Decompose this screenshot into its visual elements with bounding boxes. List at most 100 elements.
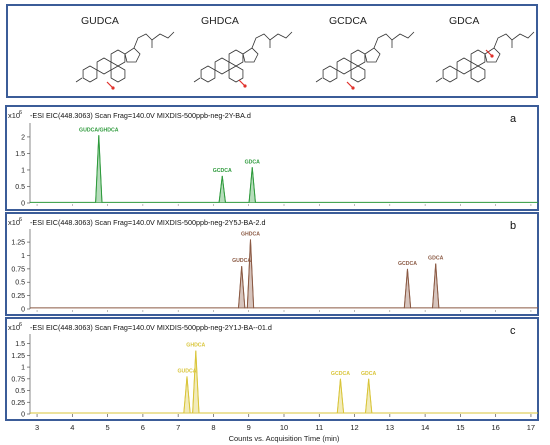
x-tick-label: 14 — [421, 423, 429, 432]
side-chain — [133, 31, 175, 49]
y-tick-label: 0.5 — [15, 184, 25, 191]
panel-frame — [5, 212, 539, 316]
y-tick-label: 1.5 — [15, 151, 25, 158]
ring-5 — [242, 47, 259, 63]
y-tick-label: 1.25 — [11, 240, 25, 247]
side-chain — [373, 31, 415, 49]
peak-label: GUDCA/GHDCA — [79, 127, 119, 133]
ring-4 — [470, 49, 486, 67]
peak-ghdca — [246, 239, 255, 309]
ring-2 — [214, 57, 230, 75]
y-tick-label: 1 — [21, 253, 25, 260]
ring-1 — [322, 65, 338, 83]
panel-letter: a — [510, 113, 517, 125]
structure-name-gcdca: GCDCA — [329, 15, 367, 27]
x-tick-label: 5 — [106, 423, 110, 432]
panel-letter: b — [510, 220, 516, 232]
highlight-hydroxyl — [106, 81, 113, 88]
panel-frame — [5, 105, 539, 211]
peak-label: GUDCA — [232, 258, 251, 264]
structures-panel: GUDCA GHDCA GCDCA GDCA — [6, 4, 538, 98]
peak-gcdca — [336, 378, 345, 414]
ring-4 — [110, 49, 126, 67]
hydroxyl-bond — [75, 77, 83, 83]
x-tick-label: 6 — [141, 423, 145, 432]
y-exponent: 6 — [19, 217, 22, 223]
x-axis-label: Counts vs. Acquisition Time (min) — [229, 434, 340, 443]
ring-4 — [228, 49, 244, 67]
trace-line — [30, 239, 538, 309]
y-multiplier: x10 — [8, 218, 20, 227]
ring-3 — [228, 65, 244, 83]
ring-3 — [470, 65, 486, 83]
peak-label: GCDCA — [398, 261, 417, 267]
ring-2 — [456, 57, 472, 75]
peak-label: GHDCA — [241, 231, 260, 237]
ring-1 — [200, 65, 216, 83]
y-tick-label: 0.25 — [11, 293, 25, 300]
x-tick-label: 9 — [247, 423, 251, 432]
peak-label: GHDCA — [186, 343, 205, 349]
ring-5 — [484, 47, 501, 63]
peak-label: GDCA — [428, 256, 444, 262]
structure-name-ghdca: GHDCA — [201, 15, 239, 27]
highlight-hydroxyl — [238, 79, 245, 86]
highlight-hydroxyl — [346, 81, 353, 88]
highlight-oxygen — [490, 54, 494, 58]
ring-2 — [96, 57, 112, 75]
x-tick-label: 12 — [350, 423, 358, 432]
panel-title: -ESI EIC(448.3063) Scan Frag=140.0V MIXD… — [30, 218, 266, 227]
trace-line — [30, 350, 538, 414]
ring-1 — [82, 65, 98, 83]
hydroxyl-bond — [193, 77, 201, 83]
peak-label: GDCA — [245, 159, 261, 165]
peak-label: GCDCA — [331, 371, 350, 377]
peak-gcdca — [403, 268, 412, 309]
y-tick-label: 0.75 — [11, 376, 25, 383]
structure-name-gudca: GUDCA — [81, 15, 119, 27]
ring-2 — [336, 57, 352, 75]
structure-name-gdca: GDCA — [449, 15, 480, 27]
ring-3 — [350, 65, 366, 83]
x-tick-label: 8 — [211, 423, 215, 432]
peak-label: GDCA — [361, 371, 377, 377]
panel-frame — [5, 317, 539, 421]
panel-title: -ESI EIC(448.3063) Scan Frag=140.0V MIXD… — [30, 111, 251, 120]
side-chain — [251, 31, 293, 49]
x-tick-label: 16 — [491, 423, 499, 432]
side-chain — [493, 31, 535, 49]
x-tick-label: 17 — [527, 423, 535, 432]
peak-gcdca — [218, 175, 226, 203]
peak-gdca — [432, 263, 440, 309]
y-tick-label: 1.25 — [11, 353, 25, 360]
peak-label: GCDCA — [213, 168, 232, 174]
molecule-gudca — [75, 31, 175, 90]
y-tick-label: 0.5 — [15, 280, 25, 287]
y-tick-label: 1.5 — [15, 341, 25, 348]
x-tick-label: 3 — [35, 423, 39, 432]
ring-4 — [350, 49, 366, 67]
y-tick-label: 1 — [21, 365, 25, 372]
peak-gudca — [183, 376, 191, 414]
x-tick-label: 10 — [280, 423, 288, 432]
y-multiplier: x10 — [8, 323, 20, 332]
y-multiplier: x10 — [8, 111, 20, 120]
highlight-hydroxyl — [485, 49, 492, 56]
ring-5 — [364, 47, 381, 63]
trace-line — [30, 135, 538, 203]
ring-1 — [442, 65, 458, 83]
panel-title: -ESI EIC(448.3063) Scan Frag=140.0V MIXD… — [30, 323, 272, 332]
y-tick-label: 0 — [21, 412, 25, 419]
highlight-oxygen — [111, 86, 115, 90]
molecule-gcdca — [315, 31, 415, 90]
x-tick-label: 15 — [456, 423, 464, 432]
y-tick-label: 0.5 — [15, 388, 25, 395]
molecule-ghdca — [193, 31, 293, 88]
highlight-oxygen — [351, 86, 355, 90]
highlight-oxygen — [243, 84, 247, 88]
y-exponent: 6 — [19, 322, 22, 328]
